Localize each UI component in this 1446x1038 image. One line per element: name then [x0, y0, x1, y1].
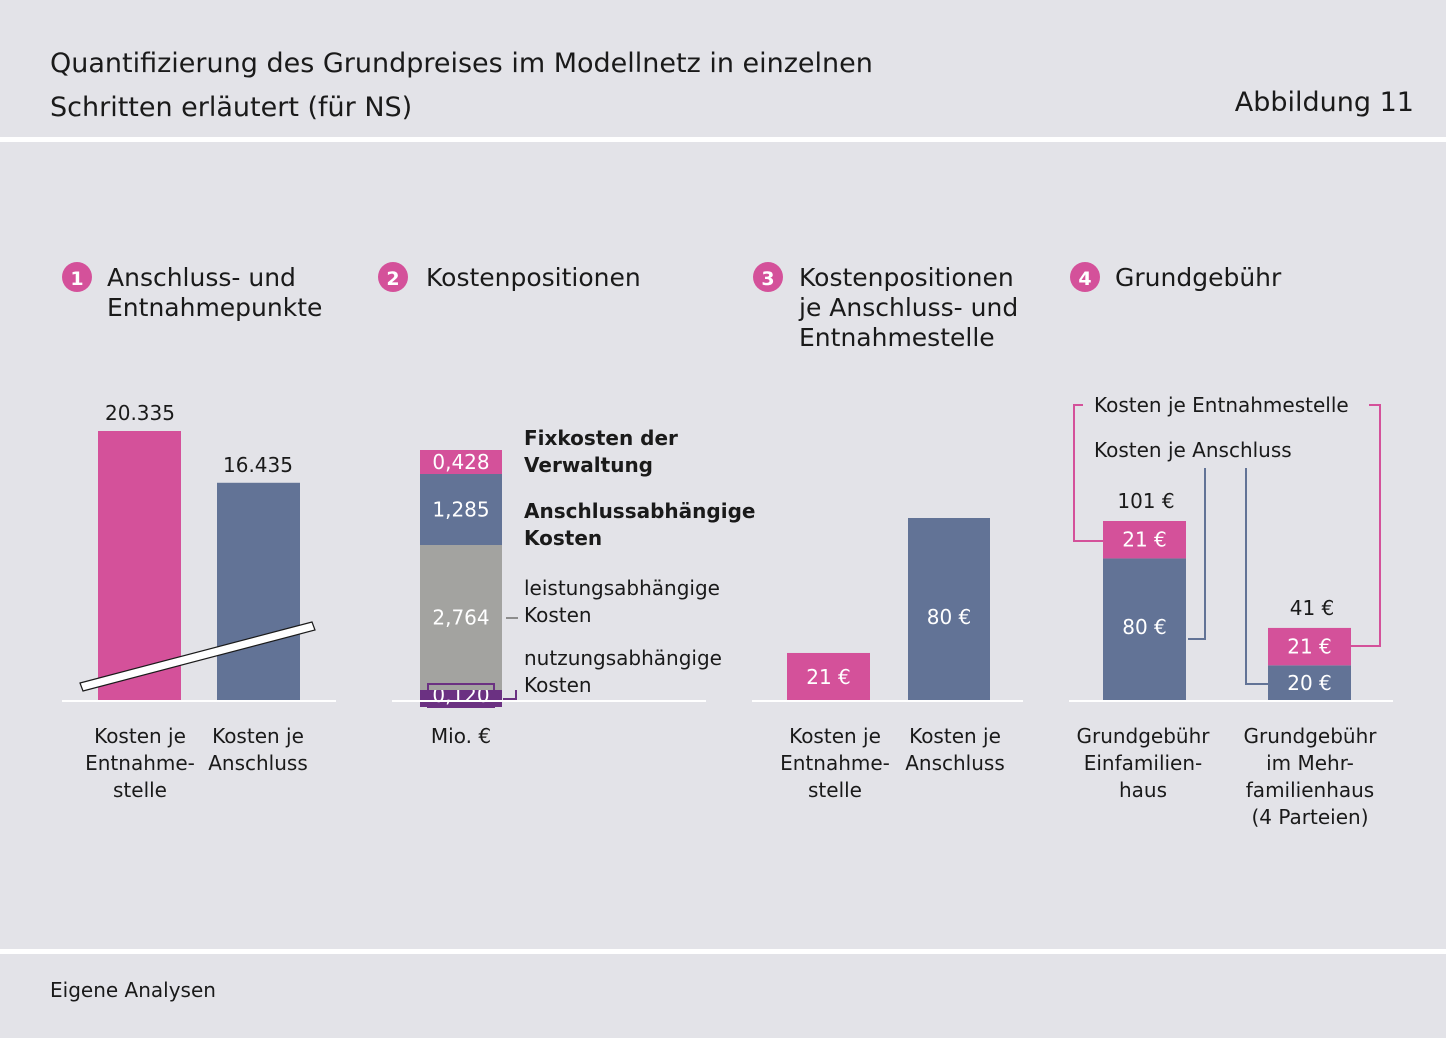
bar-anschluss [908, 518, 990, 701]
category-label: Entnahme- [85, 751, 195, 775]
category-label: Anschluss [208, 751, 308, 775]
bar-entnahmestelle-segment [1268, 627, 1351, 666]
segment-value-label: 0,428 [432, 450, 489, 474]
category-label: Kosten je [909, 724, 1001, 748]
total-label: 41 € [1290, 596, 1335, 620]
bar-value-label: 21 € [806, 665, 851, 689]
panel-3-title: Entnahmestelle [799, 323, 995, 352]
total-label: 101 € [1117, 489, 1174, 513]
bracket-entnahmestelle [1073, 404, 1103, 542]
data-label: 16.435 [223, 453, 293, 477]
connector-line [503, 690, 517, 700]
panel-4-title: Grundgebühr [1115, 263, 1282, 292]
panel-1-title: Entnahmepunkte [107, 293, 322, 322]
step-1-number: 1 [70, 268, 83, 290]
legend-label-anschluss: Kosten je Anschluss [1094, 438, 1292, 462]
segment-name: Fixkosten der [524, 426, 678, 450]
segment-outline [427, 683, 495, 708]
panel-2-title: Kostenpositionen [426, 263, 641, 292]
segment-name: leistungsabhängige [524, 576, 720, 600]
segment-name: Kosten [524, 673, 592, 697]
stack-segment [420, 545, 502, 690]
segment-value-label: 2,764 [432, 606, 489, 630]
bar-value-label: 80 € [927, 605, 972, 629]
panel-1-title: Anschluss- und [107, 263, 296, 292]
panel-3-title: Kostenpositionen [799, 263, 1014, 292]
stack-segment [420, 450, 502, 474]
category-label: familienhaus [1246, 778, 1374, 802]
category-label: Einfamilien- [1084, 751, 1203, 775]
bar-entnahmestelle [98, 431, 181, 701]
axis-break-marker [79, 621, 316, 692]
category-label: Entnahme- [780, 751, 890, 775]
category-label: Kosten je [94, 724, 186, 748]
page-title: Quantifizierung des Grundpreises im Mode… [50, 48, 873, 123]
segment-name: Anschlussabhängige [524, 499, 755, 523]
stack-segment [420, 474, 502, 545]
step-3-badge [753, 262, 783, 292]
step-4-badge [1070, 262, 1100, 292]
bracket-anschluss [1245, 468, 1268, 685]
figure-label: Abbildung 11 [1234, 87, 1414, 118]
segment-value-label: 20 € [1287, 671, 1332, 695]
category-label: Kosten je [789, 724, 881, 748]
segment-name: Kosten [524, 526, 602, 550]
segment-name: Verwaltung [524, 453, 653, 477]
step-2-number: 2 [386, 268, 399, 290]
category-label: stelle [808, 778, 862, 802]
step-3-number: 3 [761, 268, 774, 290]
bar-anschluss [217, 482, 300, 701]
category-label: stelle [113, 778, 167, 802]
data-label: 20.335 [105, 401, 175, 425]
unit-label: Mio. € [431, 724, 491, 748]
source-note: Eigene Analysen [50, 978, 216, 1002]
segment-value-label: 21 € [1122, 528, 1167, 552]
bar-entnahmestelle [787, 652, 870, 701]
bar-anschluss-segment [1268, 665, 1351, 701]
bracket-entnahmestelle [1351, 404, 1381, 647]
footer-separator [0, 949, 1446, 954]
bracket-anschluss [1188, 468, 1206, 640]
segment-value-label: 21 € [1287, 635, 1332, 659]
bar-entnahmestelle-segment [1103, 521, 1186, 559]
category-label: (4 Parteien) [1251, 805, 1368, 829]
step-4-number: 4 [1078, 268, 1091, 290]
header-separator [0, 137, 1446, 142]
category-label: Grundgebühr [1076, 724, 1210, 748]
segment-value-label: 80 € [1122, 615, 1167, 639]
legend-label-entnahmestelle: Kosten je Entnahmestelle [1094, 393, 1349, 417]
panel-3-title: je Anschluss- und [798, 293, 1018, 322]
category-label: Grundgebühr [1243, 724, 1377, 748]
category-label: haus [1119, 778, 1167, 802]
step-1-badge [62, 262, 92, 292]
step-2-badge [378, 262, 408, 292]
segment-name: nutzungsabhängige [524, 646, 722, 670]
segment-value-label: 1,285 [432, 498, 489, 522]
category-label: Anschluss [905, 751, 1005, 775]
bar-anschluss-segment [1103, 558, 1186, 701]
segment-name: Kosten [524, 603, 592, 627]
category-label: Kosten je [212, 724, 304, 748]
category-label: im Mehr- [1266, 751, 1354, 775]
